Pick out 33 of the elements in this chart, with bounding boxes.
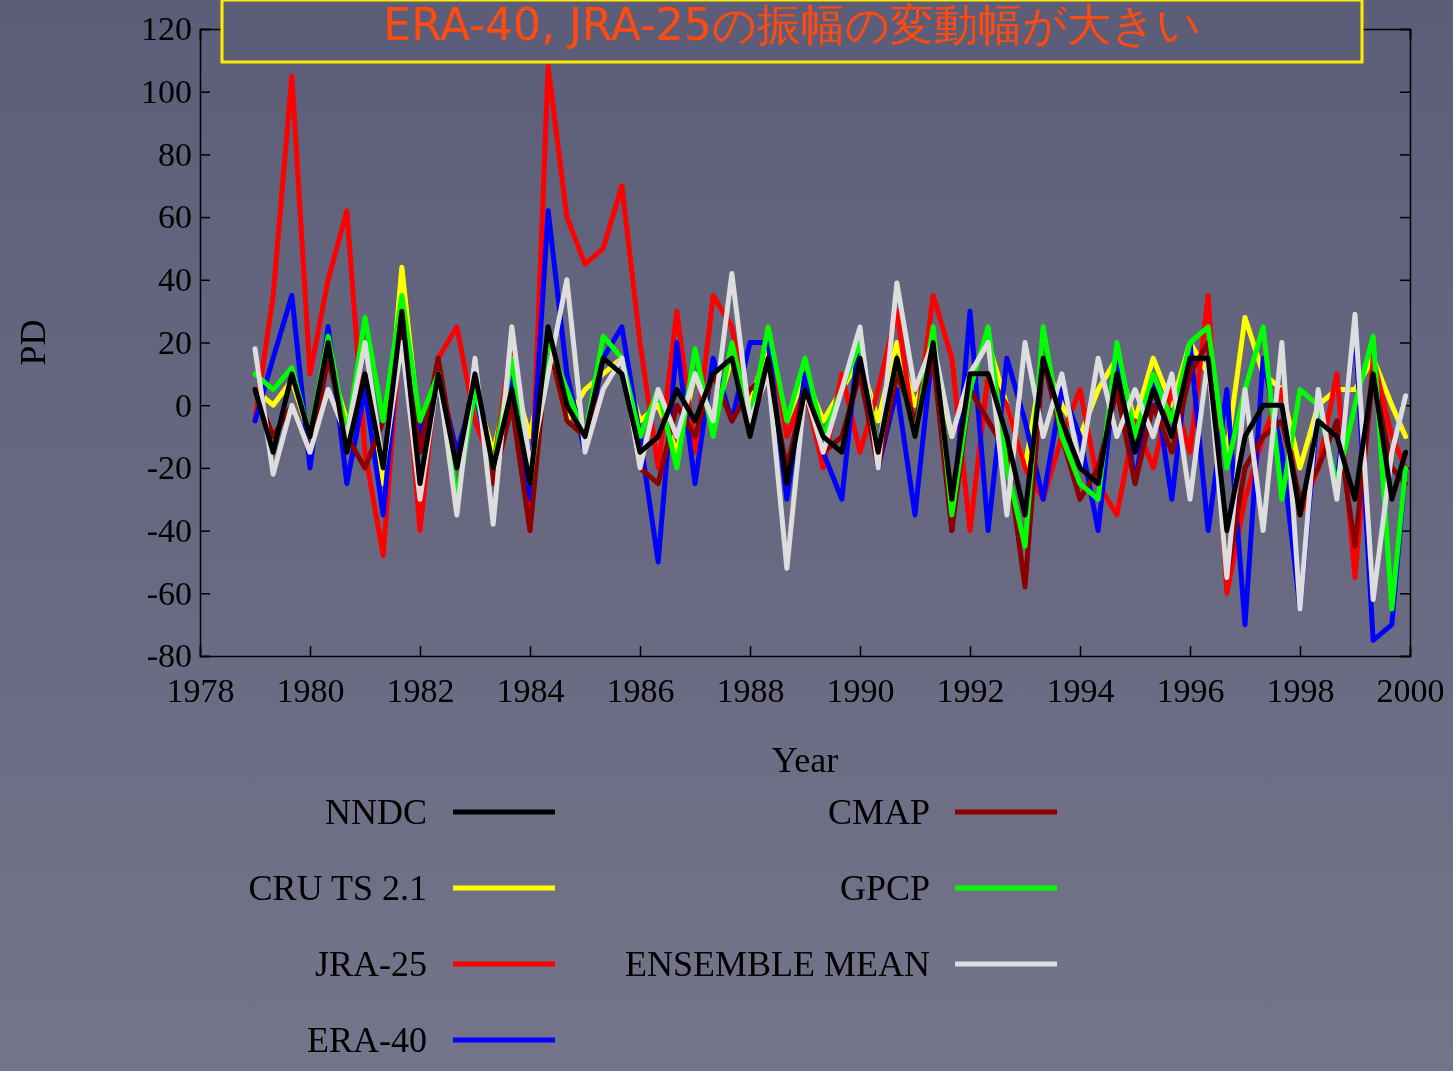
- legend-label: ERA-40: [307, 1020, 427, 1060]
- legend-label: ENSEMBLE MEAN: [625, 944, 930, 984]
- legend-label: GPCP: [839, 868, 930, 908]
- legend-label: NNDC: [324, 792, 427, 832]
- x-tick-label: 1992: [936, 672, 1005, 710]
- y-tick-label: 60: [158, 198, 192, 236]
- x-tick-label: 1998: [1266, 672, 1335, 710]
- y-axis-title: PD: [13, 319, 53, 366]
- y-tick-label: -60: [146, 574, 192, 612]
- x-tick-label: 1994: [1046, 672, 1115, 710]
- legend-label: CMAP: [827, 792, 930, 832]
- chart-title: ERA-40, JRA-25の振幅の変動幅が大きい: [383, 0, 1201, 50]
- x-tick-label: 2000: [1376, 672, 1445, 710]
- x-tick-label: 1988: [716, 672, 785, 710]
- x-tick-label: 1980: [276, 672, 345, 710]
- y-tick-label: 120: [141, 10, 192, 48]
- y-tick-label: -80: [146, 637, 192, 675]
- x-tick-label: 1982: [386, 672, 455, 710]
- x-tick-label: 1978: [166, 672, 235, 710]
- y-tick-label: -20: [146, 449, 192, 487]
- legend-label: CRU TS 2.1: [248, 868, 427, 908]
- x-tick-label: 1990: [826, 672, 895, 710]
- y-tick-label: 0: [175, 386, 192, 424]
- y-tick-label: 40: [158, 261, 192, 299]
- x-tick-label: 1996: [1156, 672, 1225, 710]
- y-tick-label: 20: [158, 323, 192, 361]
- x-axis-title: Year: [771, 740, 839, 780]
- y-tick-label: 100: [141, 73, 192, 111]
- legend-label: JRA-25: [314, 944, 427, 984]
- y-tick-label: 80: [158, 135, 192, 173]
- x-tick-label: 1984: [496, 672, 565, 710]
- x-tick-label: 1986: [606, 672, 675, 710]
- y-tick-label: -40: [146, 511, 192, 549]
